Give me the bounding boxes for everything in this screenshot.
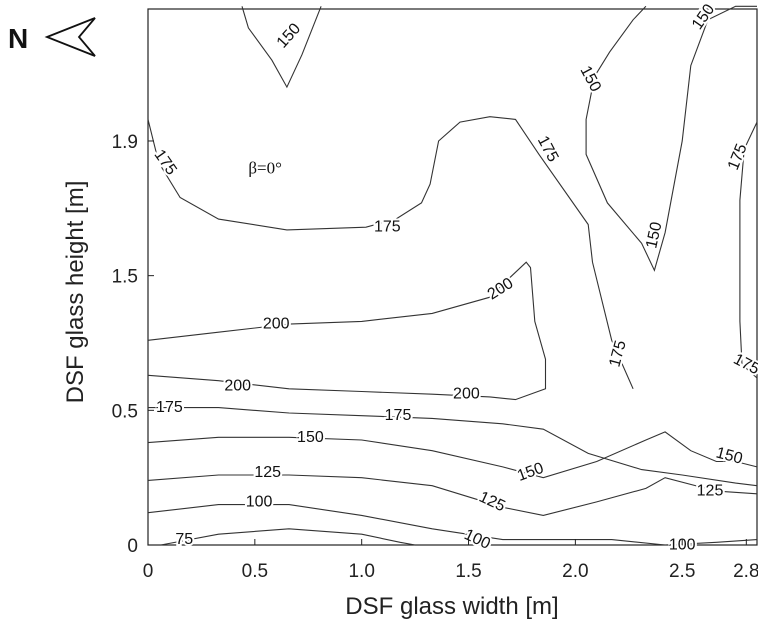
x-axis-label: DSF glass width [m] — [345, 593, 558, 620]
x-tick-label-1: 0.5 — [242, 561, 268, 582]
y-tick-label-3: 1.9 — [112, 132, 138, 153]
contour-label-7: 175 — [725, 141, 751, 172]
contour-label-16: 150 — [297, 429, 324, 446]
north-label: N — [8, 23, 28, 54]
x-tick-label-3: 1.5 — [455, 561, 481, 582]
contour-line-200-4 — [147, 261, 547, 401]
x-tick-label-6: 2.8 — [733, 561, 758, 582]
contour-label-5: 150 — [689, 1, 718, 33]
north-arrow-icon — [44, 17, 96, 57]
contour-label-1: 175 — [150, 147, 179, 179]
contour-label-21: 125 — [697, 483, 724, 500]
contour-label-18: 150 — [714, 444, 744, 467]
contour-label-22: 100 — [246, 493, 273, 510]
contour-line-150-6 — [147, 431, 758, 479]
contour-line-150-2 — [585, 5, 757, 272]
contour-line-175-3 — [739, 121, 758, 379]
x-tick-label-0: 0 — [143, 561, 154, 582]
contour-line-125-7 — [147, 474, 758, 516]
contour-label-25: 75 — [175, 531, 193, 548]
y-tick-label-1: 0.5 — [112, 401, 138, 422]
x-tick-label-4: 2.0 — [562, 561, 588, 582]
beta-annotation: β=0° — [248, 158, 282, 177]
y-axis-ticks: 0 0.5 1.5 1.9 — [112, 132, 154, 557]
y-tick-label-0: 0 — [127, 536, 138, 557]
contour-label-20: 125 — [476, 489, 507, 516]
contour-label-19: 125 — [254, 464, 281, 481]
contour-label-11: 200 — [263, 316, 290, 333]
contour-label-15: 175 — [385, 407, 412, 424]
contour-line-175-5 — [148, 407, 758, 487]
contour-label-6: 150 — [643, 220, 665, 250]
contour-line-150-0 — [241, 6, 322, 89]
y-axis-label: DSF glass height [m] — [62, 181, 89, 404]
north-indicator: N — [8, 17, 96, 57]
contour-label-3: 175 — [534, 133, 562, 165]
x-tick-label-5: 2.5 — [669, 561, 695, 582]
contour-label-0: 150 — [274, 20, 305, 51]
contour-line-75-9 — [160, 528, 416, 546]
contour-label-13: 200 — [453, 386, 480, 403]
contour-label-2: 175 — [374, 219, 401, 236]
contour-labels: 150 175 175 175 150 150 150 175 175 175 200 200 200 2… — [148, 0, 758, 556]
x-axis-ticks: 0 0.5 1.0 1.5 2.0 2.5 2.8 — [143, 539, 758, 582]
contour-line-100-8 — [147, 504, 758, 546]
contour-lines — [147, 5, 758, 546]
plot-frame — [147, 8, 758, 546]
contour-label-12: 200 — [224, 378, 251, 395]
contour-label-14: 175 — [156, 399, 183, 416]
contour-label-10: 200 — [485, 275, 517, 304]
contour-label-8: 175 — [606, 339, 629, 369]
contour-label-23: 100 — [461, 526, 492, 553]
y-tick-label-2: 1.5 — [112, 267, 138, 288]
x-tick-label-2: 1.0 — [348, 561, 374, 582]
contour-label-17: 150 — [515, 460, 546, 485]
contour-line-175-1 — [147, 116, 634, 390]
contour-label-9: 175 — [731, 351, 758, 379]
